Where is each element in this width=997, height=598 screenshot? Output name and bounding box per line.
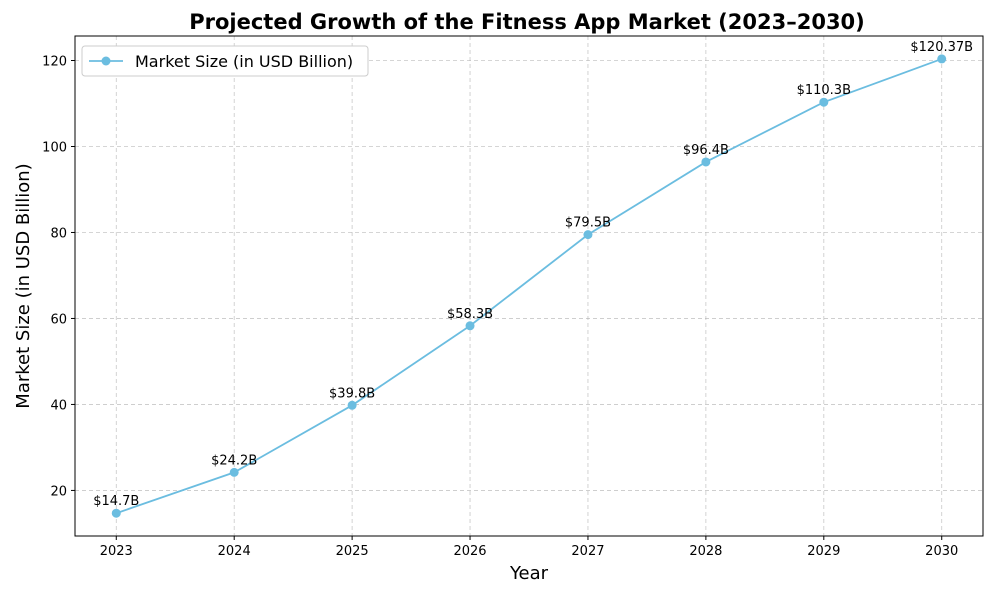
data-label: $14.7B — [93, 494, 139, 509]
y-tick-label: 100 — [42, 140, 67, 155]
data-point — [347, 400, 357, 410]
data-label: $96.4B — [683, 143, 729, 158]
legend-entry: Market Size (in USD Billion) — [135, 52, 353, 71]
x-tick-label: 2029 — [807, 544, 840, 559]
x-tick-label: 2024 — [218, 544, 251, 559]
x-tick-label: 2023 — [100, 544, 133, 559]
data-point — [583, 230, 593, 240]
data-point — [701, 157, 711, 167]
legend: Market Size (in USD Billion) — [81, 45, 369, 77]
y-tick-label: 20 — [50, 484, 67, 499]
data-point — [937, 54, 947, 64]
y-tick-label: 60 — [50, 312, 67, 327]
data-point — [229, 467, 239, 477]
data-label: $110.3B — [797, 83, 851, 98]
y-tick-label: 120 — [42, 55, 67, 70]
x-tick-label: 2025 — [336, 544, 369, 559]
data-label: $120.37B — [910, 40, 973, 55]
y-axis-label: Market Size (in USD Billion) — [13, 163, 34, 408]
x-tick-label: 2026 — [453, 544, 486, 559]
x-axis-ticks: 2023 2024 2025 2026 2027 2028 2029 2030 — [100, 536, 958, 559]
y-tick-label: 80 — [50, 226, 67, 241]
grid-lines — [75, 36, 983, 536]
data-label: $58.3B — [447, 307, 493, 322]
x-tick-label: 2028 — [689, 544, 722, 559]
data-labels: $14.7B $24.2B $39.8B $58.3B $79.5B $96.4B $110… — [93, 40, 973, 509]
data-point — [819, 97, 829, 107]
legend-marker — [101, 56, 111, 66]
legend-box — [81, 45, 369, 77]
y-tick-label: 40 — [50, 398, 67, 413]
data-point — [465, 321, 475, 331]
x-axis-label: Year — [509, 563, 549, 584]
data-point — [111, 508, 121, 518]
y-axis-ticks: 20 40 60 80 100 120 — [42, 55, 75, 499]
series-layer — [111, 54, 947, 518]
x-tick-label: 2027 — [571, 544, 604, 559]
x-tick-label: 2030 — [925, 544, 958, 559]
series-line — [115, 58, 943, 515]
plot-frame — [74, 35, 984, 537]
data-label: $79.5B — [565, 216, 611, 231]
chart-title: Projected Growth of the Fitness App Mark… — [189, 10, 865, 34]
data-label: $24.2B — [211, 453, 257, 468]
data-label: $39.8B — [329, 386, 375, 401]
